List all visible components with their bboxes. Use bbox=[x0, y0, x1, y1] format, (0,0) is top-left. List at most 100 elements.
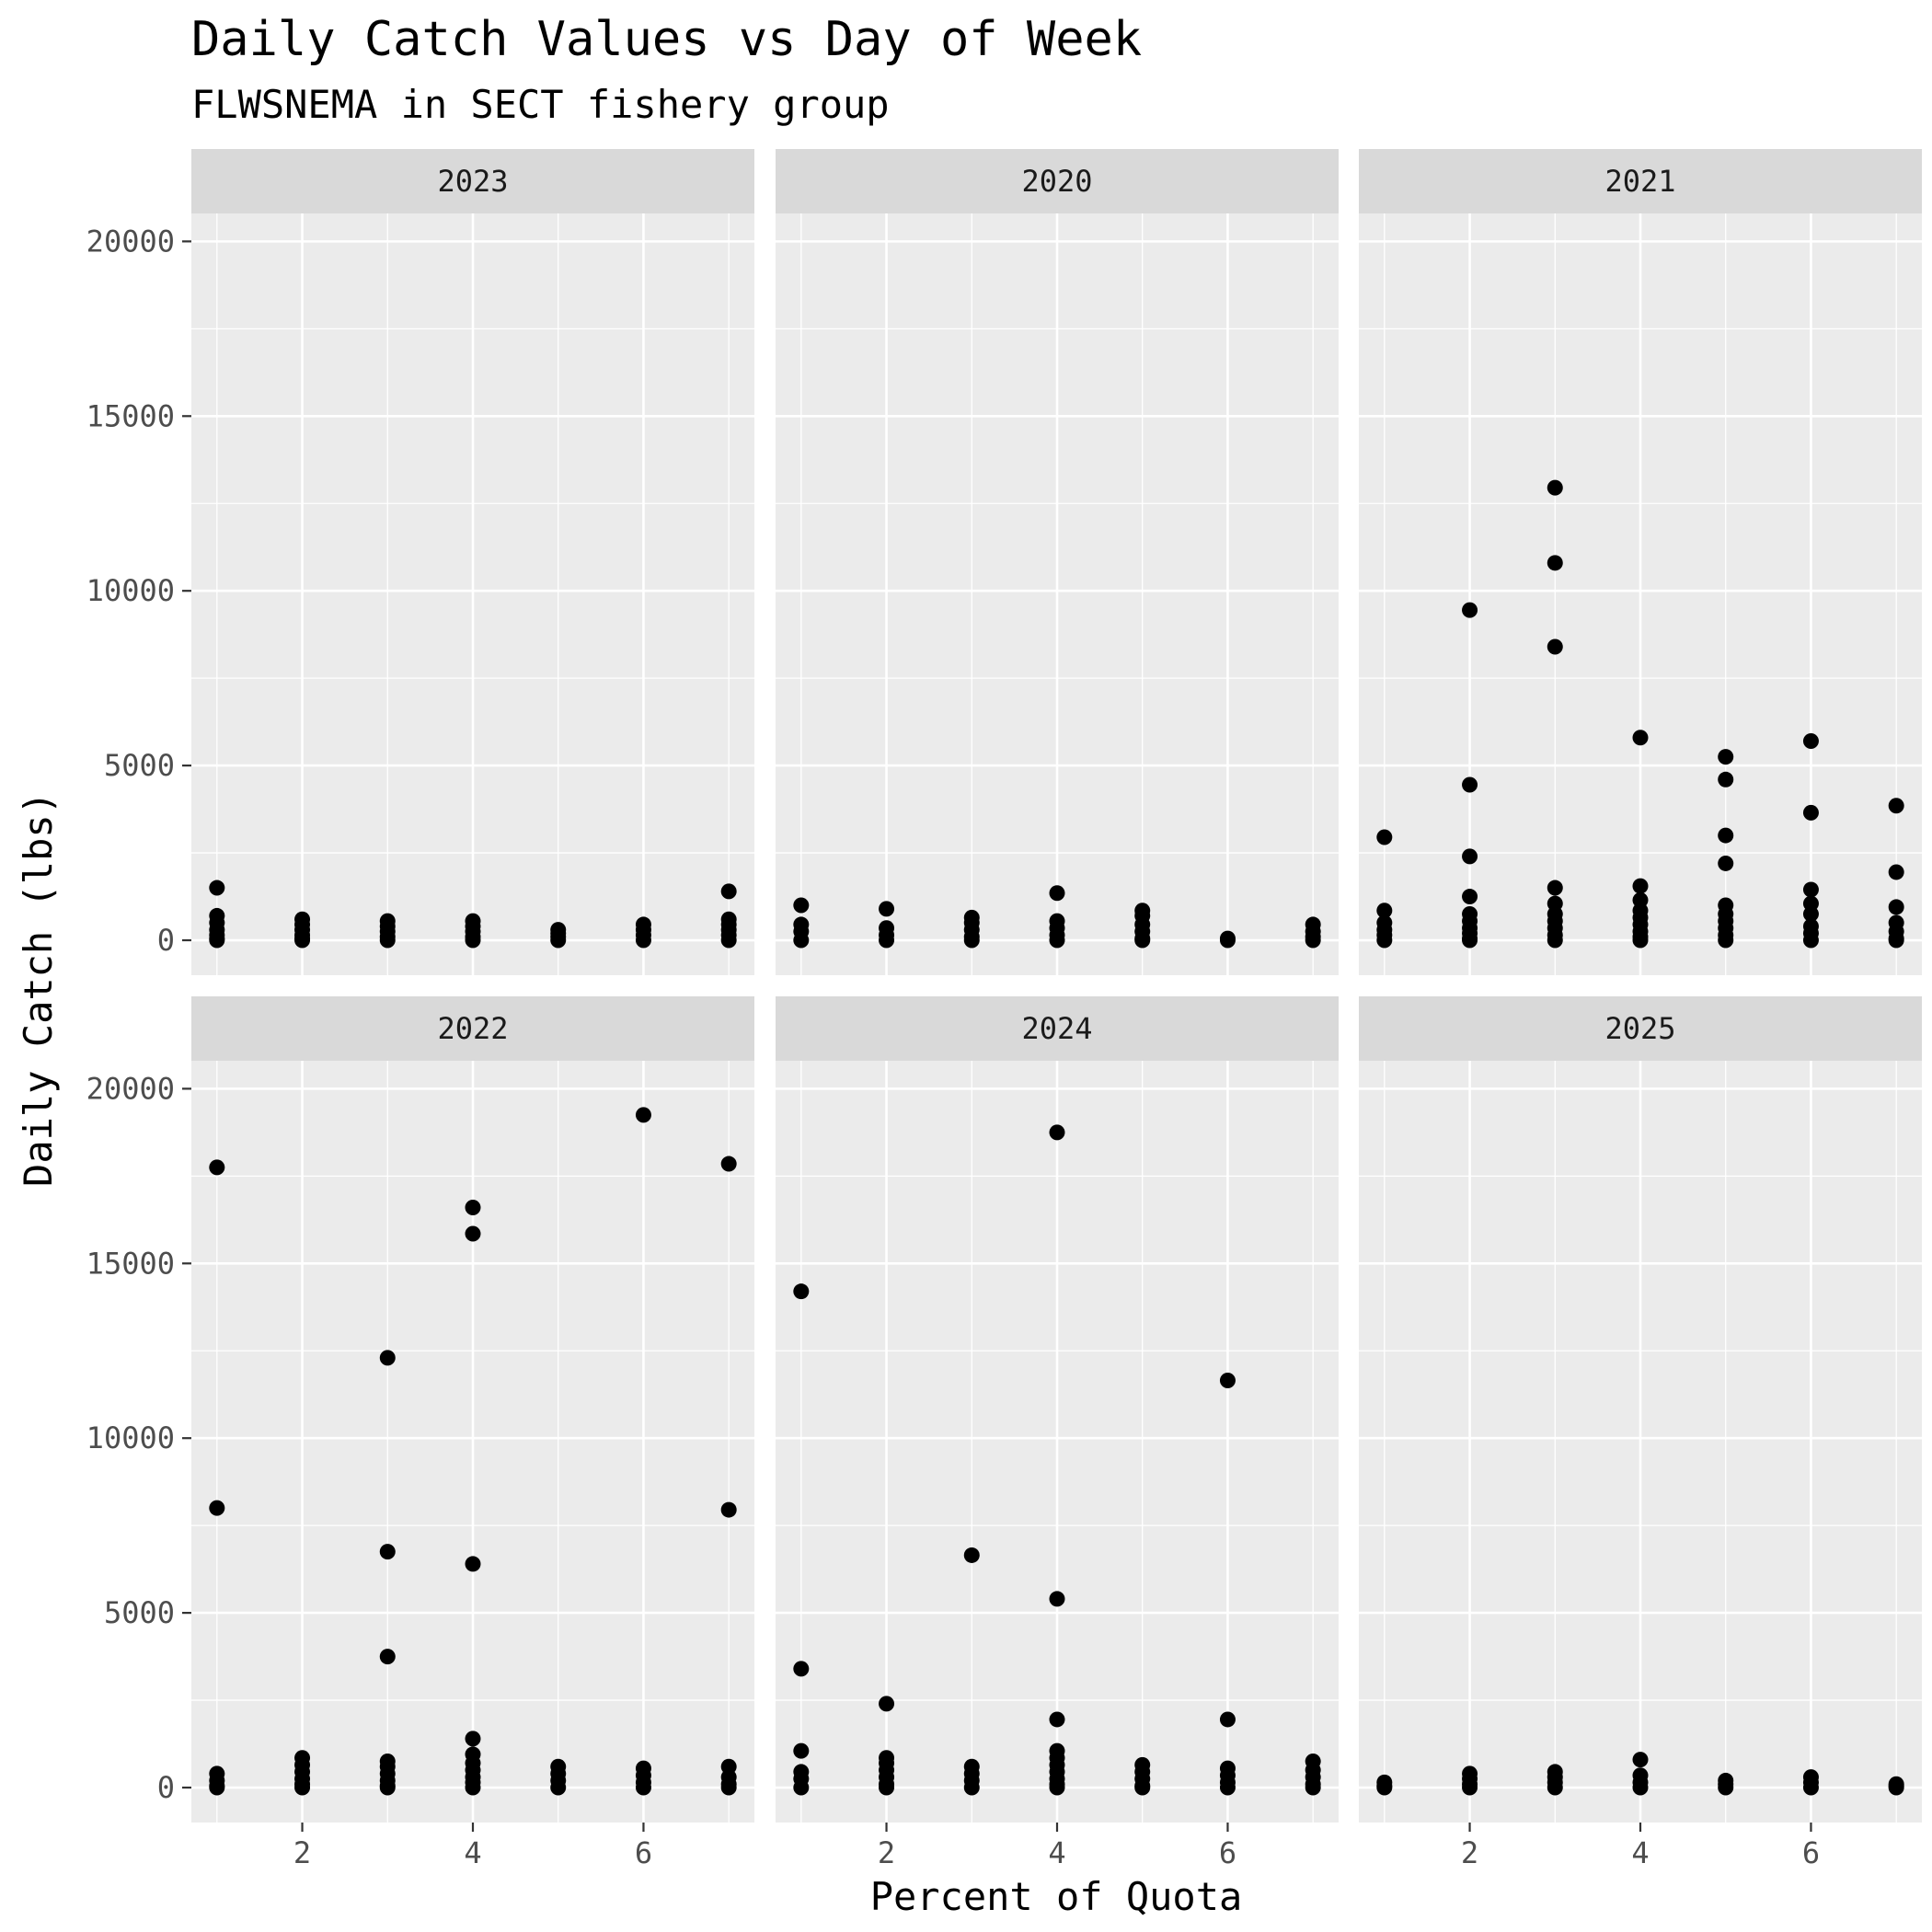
data-point bbox=[465, 1200, 481, 1216]
data-point bbox=[1718, 855, 1734, 871]
data-point bbox=[1718, 932, 1734, 949]
data-point bbox=[1802, 906, 1819, 923]
data-point bbox=[550, 1779, 567, 1796]
data-point bbox=[1632, 730, 1649, 746]
data-point bbox=[1888, 798, 1904, 814]
data-point bbox=[1888, 899, 1904, 915]
data-point bbox=[379, 1649, 396, 1665]
data-point bbox=[793, 932, 810, 949]
data-point bbox=[1376, 903, 1393, 919]
y-tick-label: 15000 bbox=[86, 1246, 175, 1281]
data-point bbox=[550, 932, 567, 949]
data-point bbox=[1718, 827, 1734, 844]
data-point bbox=[1134, 932, 1151, 949]
data-point bbox=[465, 1779, 481, 1796]
y-axis-label: Daily Catch (lbs) bbox=[16, 791, 61, 1187]
x-tick-label: 2 bbox=[878, 1835, 895, 1870]
data-point bbox=[1376, 932, 1393, 949]
data-point bbox=[209, 1500, 225, 1516]
facet-panel-2023: 2023 0 5000 10000 15000 20000 bbox=[86, 149, 754, 975]
data-point bbox=[1888, 932, 1904, 949]
data-point bbox=[793, 1779, 810, 1796]
chart-title: Daily Catch Values vs Day of Week bbox=[191, 12, 1142, 67]
facet-strip-label: 2020 bbox=[1021, 164, 1092, 199]
x-tick-label: 6 bbox=[635, 1835, 652, 1870]
data-point bbox=[209, 880, 225, 896]
facet-strip bbox=[776, 149, 1339, 213]
data-point bbox=[720, 1501, 737, 1518]
data-point bbox=[1219, 1779, 1236, 1796]
data-point bbox=[879, 1696, 895, 1712]
facet-strip-label: 2024 bbox=[1021, 1011, 1092, 1046]
data-point bbox=[294, 1779, 311, 1796]
data-point bbox=[1547, 1779, 1563, 1796]
data-point bbox=[1219, 1711, 1236, 1728]
facet-panels: 2023 0 5000 10000 15000 20000 2020 2021 2022 0 500… bbox=[86, 149, 1922, 1870]
data-point bbox=[1802, 1779, 1819, 1796]
data-point bbox=[720, 883, 737, 900]
x-tick-label: 4 bbox=[1048, 1835, 1065, 1870]
facet-strip bbox=[191, 149, 754, 213]
x-tick-label: 4 bbox=[464, 1835, 481, 1870]
data-point bbox=[879, 932, 895, 949]
data-point bbox=[879, 1779, 895, 1796]
data-point bbox=[1802, 881, 1819, 898]
data-point bbox=[1802, 733, 1819, 750]
data-point bbox=[465, 1556, 481, 1572]
y-tick-label: 0 bbox=[157, 923, 175, 958]
data-point bbox=[635, 932, 651, 949]
data-point bbox=[465, 932, 481, 949]
x-tick-label: 2 bbox=[1461, 1835, 1478, 1870]
data-point bbox=[465, 1731, 481, 1747]
data-point bbox=[1049, 932, 1065, 949]
y-tick-label: 20000 bbox=[86, 224, 175, 259]
facet-strip-label: 2023 bbox=[437, 164, 508, 199]
data-point bbox=[1462, 602, 1478, 618]
chart-subtitle: FLWSNEMA in SECT fishery group bbox=[191, 82, 890, 127]
data-point bbox=[793, 897, 810, 914]
facet-strip-label: 2025 bbox=[1604, 1011, 1675, 1046]
data-point bbox=[1305, 932, 1321, 949]
data-point bbox=[209, 932, 225, 949]
data-point bbox=[720, 932, 737, 949]
data-point bbox=[1049, 1591, 1065, 1607]
x-tick-label: 4 bbox=[1631, 1835, 1649, 1870]
data-point bbox=[1049, 1124, 1065, 1141]
data-point bbox=[1547, 638, 1563, 655]
data-point bbox=[963, 932, 980, 949]
facet-panel-2020: 2020 bbox=[776, 149, 1339, 975]
facet-strip bbox=[1359, 996, 1922, 1061]
data-point bbox=[379, 1350, 396, 1366]
data-point bbox=[720, 1156, 737, 1172]
data-point bbox=[635, 1107, 651, 1123]
facet-panel-2021: 2021 bbox=[1359, 149, 1922, 975]
data-point bbox=[465, 1225, 481, 1242]
data-point bbox=[1462, 848, 1478, 865]
x-axis-label: Percent of Quota bbox=[870, 1874, 1243, 1919]
x-tick-label: 2 bbox=[293, 1835, 311, 1870]
data-point bbox=[793, 1283, 810, 1300]
data-point bbox=[1462, 1779, 1478, 1796]
data-point bbox=[1718, 749, 1734, 765]
y-tick-label: 20000 bbox=[86, 1071, 175, 1106]
facet-strip bbox=[776, 996, 1339, 1061]
data-point bbox=[379, 1779, 396, 1796]
data-point bbox=[1718, 1779, 1734, 1796]
y-tick-label: 5000 bbox=[104, 1595, 175, 1630]
facet-panel-2025: 2025 2 4 6 bbox=[1359, 996, 1922, 1870]
data-point bbox=[1888, 864, 1904, 880]
y-tick-label: 10000 bbox=[86, 573, 175, 608]
y-tick-label: 0 bbox=[157, 1770, 175, 1805]
data-point bbox=[1632, 1752, 1649, 1768]
facet-panel-2022: 2022 0 5000 10000 15000 20000 2 4 6 bbox=[86, 996, 754, 1870]
data-point bbox=[209, 1159, 225, 1176]
facet-strip-label: 2021 bbox=[1604, 164, 1675, 199]
data-point bbox=[1049, 1779, 1065, 1796]
data-point bbox=[635, 1779, 651, 1796]
y-tick-label: 10000 bbox=[86, 1420, 175, 1455]
data-point bbox=[1547, 880, 1563, 896]
data-point bbox=[879, 901, 895, 917]
data-point bbox=[209, 1779, 225, 1796]
data-point bbox=[1049, 1711, 1065, 1728]
